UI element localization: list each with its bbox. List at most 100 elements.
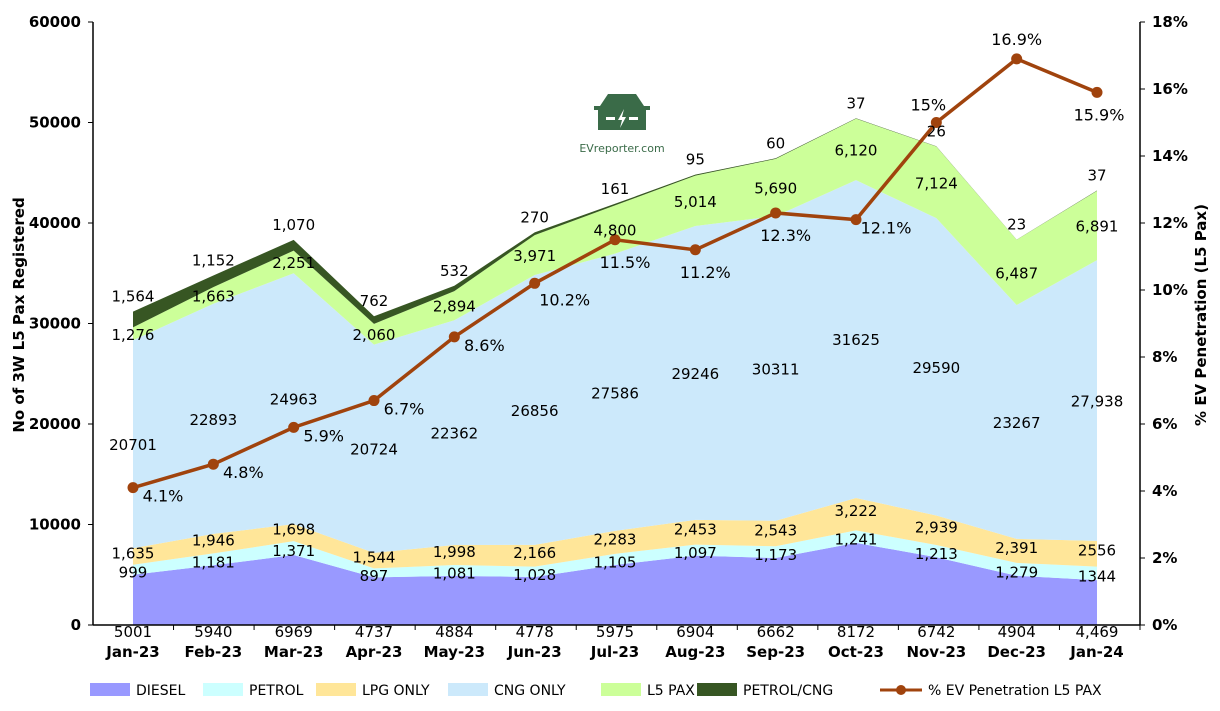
area-cng-only [133, 180, 1097, 553]
legend-item: LPG ONLY [316, 683, 430, 699]
data-label: 1,241 [835, 531, 878, 549]
data-label: 4,469 [1076, 623, 1119, 641]
data-label: 1,181 [192, 553, 235, 571]
svg-text:% EV Penetration L5 PAX: % EV Penetration L5 PAX [928, 683, 1102, 699]
ev-penetration-label: 5.9% [303, 426, 344, 445]
data-label: 20701 [109, 436, 157, 454]
legend-item: PETROL [203, 683, 304, 699]
data-label: 22893 [189, 411, 237, 429]
svg-text:L5 PAX: L5 PAX [647, 683, 695, 699]
ev-penetration-label: 12.3% [760, 226, 811, 245]
ev-penetration-point [1011, 53, 1023, 65]
x-tick-label: Dec-23 [987, 643, 1046, 661]
data-label: 270 [520, 208, 549, 226]
ev-penetration-point [448, 331, 460, 343]
legend-item: DIESEL [90, 683, 185, 699]
y-axis-title: No of 3W L5 Pax Registered [10, 197, 28, 432]
ev-penetration-point [207, 458, 219, 470]
data-label: 27586 [591, 384, 639, 402]
data-label: 2,060 [353, 326, 396, 344]
data-label: 1,279 [995, 563, 1038, 581]
data-label: 2,391 [995, 539, 1038, 557]
logo-text: EVreporter.com [579, 142, 664, 155]
data-label: 29246 [671, 365, 719, 383]
data-label: 29590 [912, 359, 960, 377]
data-label: 2,166 [513, 544, 556, 562]
data-label: 23267 [993, 414, 1041, 432]
x-tick-label: Aug-23 [665, 643, 725, 661]
data-label: 4778 [516, 623, 554, 641]
ev-penetration-label: 4.1% [143, 487, 184, 506]
data-label: 1,081 [433, 564, 476, 582]
bolt-icon [618, 109, 626, 128]
data-label: 2,543 [754, 521, 797, 539]
ev-penetration-label: 15.9% [1074, 105, 1125, 124]
data-label: 6904 [676, 623, 714, 641]
y2-tick-label: 6% [1152, 415, 1177, 433]
legend-item: PETROL/CNG [697, 683, 833, 699]
ev-penetration-point [127, 482, 139, 494]
ev-penetration-label: 6.7% [384, 400, 425, 419]
x-tick-label: May-23 [424, 643, 485, 661]
data-label: 1,276 [112, 326, 155, 344]
data-label: 1,635 [112, 544, 155, 562]
data-label: 22362 [430, 425, 478, 443]
data-labels: 5001 5940 6969 4737 4884 4778 5975 6904 6662 8172… [109, 30, 1124, 641]
data-label: 161 [601, 180, 630, 198]
y2-tick-label: 14% [1152, 147, 1188, 165]
y2-tick-label: 4% [1152, 482, 1177, 500]
data-label: 532 [440, 262, 469, 280]
y2-tick-label: 12% [1152, 214, 1188, 232]
legend: DIESEL PETROL LPG ONLY CNG ONLY L5 PAX PETROL… [90, 683, 1102, 699]
ev-penetration-label: 16.9% [991, 30, 1042, 49]
ev-penetration-point [770, 207, 782, 219]
data-label: 23 [1007, 216, 1026, 234]
data-label: 31625 [832, 331, 880, 349]
svg-text:PETROL/CNG: PETROL/CNG [743, 683, 833, 699]
ev-penetration-point [689, 244, 701, 256]
ev-penetration-line-layer [127, 53, 1103, 494]
y-tick-label: 10000 [29, 516, 81, 534]
x-tick-label: Jun-23 [507, 643, 562, 661]
y-tick-label: 0 [71, 616, 81, 634]
data-label: 4904 [998, 623, 1036, 641]
data-label: 2,453 [674, 520, 717, 538]
data-label: 95 [686, 151, 705, 169]
data-label: 5,690 [754, 179, 797, 197]
y2-axis-title: % EV Penetration (L5 Pax) [1192, 204, 1210, 426]
data-label: 6742 [917, 623, 955, 641]
data-label: 1,152 [192, 252, 235, 270]
data-label: 897 [360, 567, 389, 585]
data-label: 1,998 [433, 543, 476, 561]
data-label: 1,371 [272, 542, 315, 560]
data-label: 37 [846, 94, 865, 112]
ev-penetration-point [288, 421, 300, 433]
data-label: 6,120 [835, 141, 878, 159]
ev-penetration-point [368, 395, 380, 407]
x-tick-label: Jul-23 [590, 643, 640, 661]
area-diesel [133, 542, 1097, 625]
data-label: 60 [766, 134, 785, 152]
data-label: 2,283 [594, 530, 637, 548]
legend-item: CNG ONLY [448, 683, 566, 699]
data-label: 3,971 [513, 247, 556, 265]
data-label: 5975 [596, 623, 634, 641]
ev-penetration-label: 12.1% [861, 219, 912, 238]
data-label: 1,564 [112, 288, 155, 306]
y-tick-label: 60000 [29, 13, 81, 31]
data-label: 30311 [752, 360, 800, 378]
area-petrol [133, 530, 1097, 581]
ev-penetration-point [930, 117, 942, 128]
data-label: 1,946 [192, 532, 235, 550]
ev-penetration-label: 15% [911, 96, 947, 115]
data-label: 8172 [837, 623, 875, 641]
ev-penetration-point [529, 277, 541, 289]
data-label: 37 [1087, 166, 1106, 184]
x-tick-label: Mar-23 [264, 643, 324, 661]
y2-tick-label: 10% [1152, 281, 1188, 299]
data-label: 1,544 [353, 549, 396, 567]
data-label: 1,097 [674, 544, 717, 562]
data-label: 4884 [435, 623, 473, 641]
data-label: 4,800 [594, 222, 637, 240]
